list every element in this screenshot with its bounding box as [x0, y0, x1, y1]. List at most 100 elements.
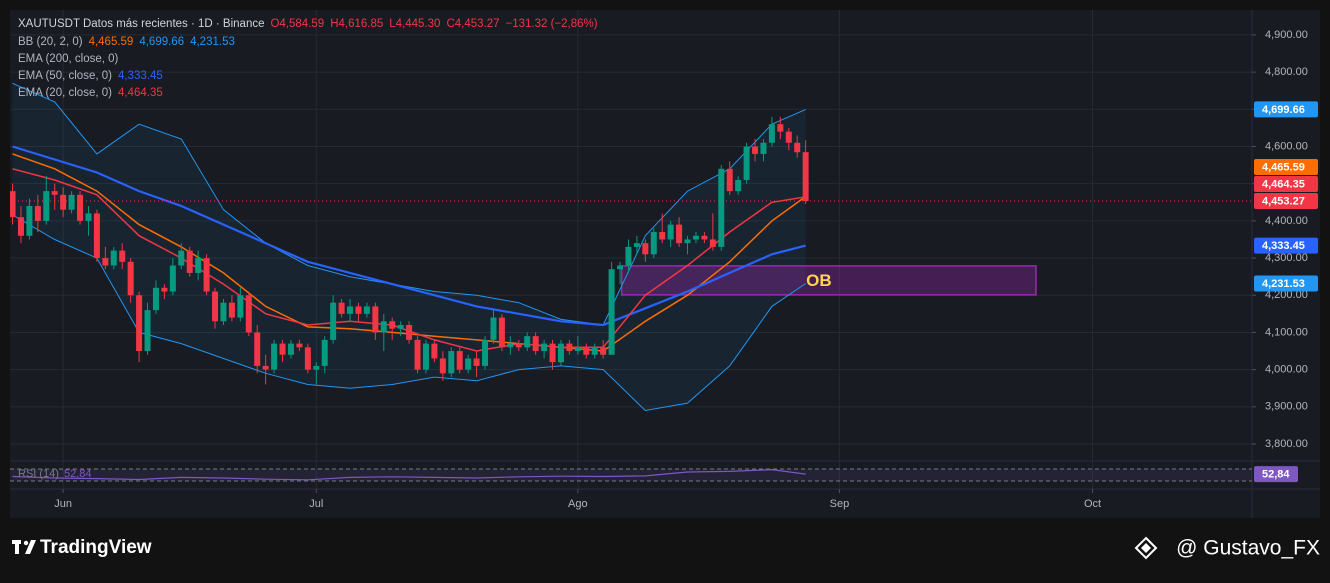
- indicator-value: 4,231.53: [190, 36, 235, 48]
- candle-body: [490, 317, 497, 340]
- candle-body: [254, 332, 261, 366]
- ohlc-value: C4,453.27: [446, 18, 499, 30]
- candle-body: [186, 250, 193, 273]
- candle-body: [422, 343, 429, 370]
- candle-body: [617, 265, 624, 270]
- rsi-line: [12, 468, 806, 481]
- price-tag: 4,464.35: [1262, 178, 1305, 190]
- ohlc-value: O4,584.59: [270, 18, 324, 30]
- indicator-value: 4,699.66: [139, 36, 184, 48]
- candle-body: [355, 306, 362, 314]
- candle-body: [709, 239, 716, 247]
- candle-body: [574, 347, 581, 352]
- candle-body: [279, 343, 286, 355]
- candle-body: [203, 258, 210, 292]
- y-tick-label: 4,100.00: [1265, 326, 1308, 338]
- candle-body: [524, 336, 531, 348]
- candle-body: [161, 287, 168, 292]
- candle-body: [287, 343, 294, 355]
- candle-body: [541, 343, 548, 352]
- candle-body: [515, 343, 522, 348]
- candle-body: [119, 250, 126, 262]
- ohlc-value: L4,445.30: [389, 18, 440, 30]
- candle-body: [650, 232, 657, 255]
- candle-body: [26, 205, 33, 236]
- price-tag-bg: [1254, 275, 1318, 292]
- candle-body: [93, 213, 100, 259]
- candle-body: [600, 347, 607, 355]
- candle-body: [760, 142, 767, 154]
- indicator-value: 4,465.59: [89, 36, 134, 48]
- candle-body: [794, 142, 801, 153]
- y-tick-label: 4,900.00: [1265, 29, 1308, 41]
- price-tag: 4,231.53: [1262, 278, 1305, 290]
- legend-row: XAUTUSDT Datos más recientes · 1D · Bina…: [18, 18, 598, 30]
- price-tag: 4,699.66: [1262, 104, 1305, 116]
- candle-body: [262, 365, 269, 370]
- x-tick-label: Sep: [830, 498, 850, 510]
- candle-body: [743, 146, 750, 180]
- candle-body: [397, 325, 404, 329]
- candle-body: [271, 343, 278, 370]
- candle-body: [144, 310, 151, 352]
- brand-name: TradingView: [40, 537, 152, 558]
- price-pane: [10, 82, 1252, 412]
- candle-body: [414, 339, 421, 370]
- author-icon: [1141, 543, 1151, 553]
- candle-body: [684, 239, 691, 244]
- candle-body: [296, 343, 303, 348]
- price-tag: 4,465.59: [1262, 161, 1305, 173]
- candle-body: [718, 168, 725, 247]
- candle-body: [60, 194, 67, 210]
- overlay: OB RSI (14) 52,84 XAUTUSDT Datos más recien…: [12, 18, 1318, 483]
- candle-body: [802, 152, 809, 202]
- candle-body: [195, 258, 202, 273]
- candle-body: [456, 351, 463, 370]
- candle-body: [389, 321, 396, 329]
- candle-body: [777, 124, 784, 132]
- candle-body: [752, 146, 759, 154]
- candle-body: [676, 224, 683, 244]
- candle-body: [178, 250, 185, 266]
- candle-body: [498, 317, 505, 348]
- candle-body: [507, 343, 514, 348]
- y-tick-label: 4,000.00: [1265, 364, 1308, 376]
- legend-row: EMA (20, close, 0) 4,464.35: [18, 87, 163, 99]
- candle-body: [363, 306, 370, 314]
- candle-body: [566, 343, 573, 352]
- y-tick-label: 4,800.00: [1265, 66, 1308, 78]
- candle-body: [127, 261, 134, 296]
- author-watermark: @ Gustavo_FX: [1134, 537, 1320, 560]
- indicator-value: 4,464.35: [118, 87, 163, 99]
- candle-body: [431, 343, 438, 359]
- rsi-band-fill: [10, 469, 1252, 481]
- legend-row: EMA (200, close, 0): [18, 53, 119, 65]
- candle-body: [735, 179, 742, 192]
- candle-body: [220, 302, 227, 322]
- candle-body: [667, 224, 674, 240]
- legend-row: EMA (50, close, 0) 4,333.45: [18, 70, 163, 82]
- bb-band-fill: [12, 83, 806, 411]
- indicator-line: [12, 145, 806, 327]
- candle-body: [583, 347, 590, 355]
- x-tick-label: Ago: [568, 498, 588, 510]
- brand-logo: TradingView: [12, 537, 152, 558]
- candle-body: [439, 358, 446, 374]
- candle-body: [136, 295, 143, 352]
- candle-body: [785, 131, 792, 143]
- indicator-line: [12, 153, 807, 352]
- y-tick-label: 4,300.00: [1265, 252, 1308, 264]
- candle-body: [608, 269, 615, 355]
- rsi-name: RSI (14): [18, 468, 59, 480]
- candle-body: [212, 291, 219, 322]
- candle-body: [17, 217, 24, 236]
- candle-body: [169, 265, 176, 292]
- candle-body: [380, 321, 387, 333]
- indicator-name: EMA (50, close, 0): [18, 70, 112, 82]
- rsi-tag-bg: [1254, 466, 1298, 483]
- candle-body: [448, 351, 455, 374]
- legend-row: BB (20, 2, 0) 4,465.59 4,699.66 4,231.53: [18, 36, 235, 48]
- y-tick-label: 4,200.00: [1265, 289, 1308, 301]
- candle-body: [338, 302, 345, 314]
